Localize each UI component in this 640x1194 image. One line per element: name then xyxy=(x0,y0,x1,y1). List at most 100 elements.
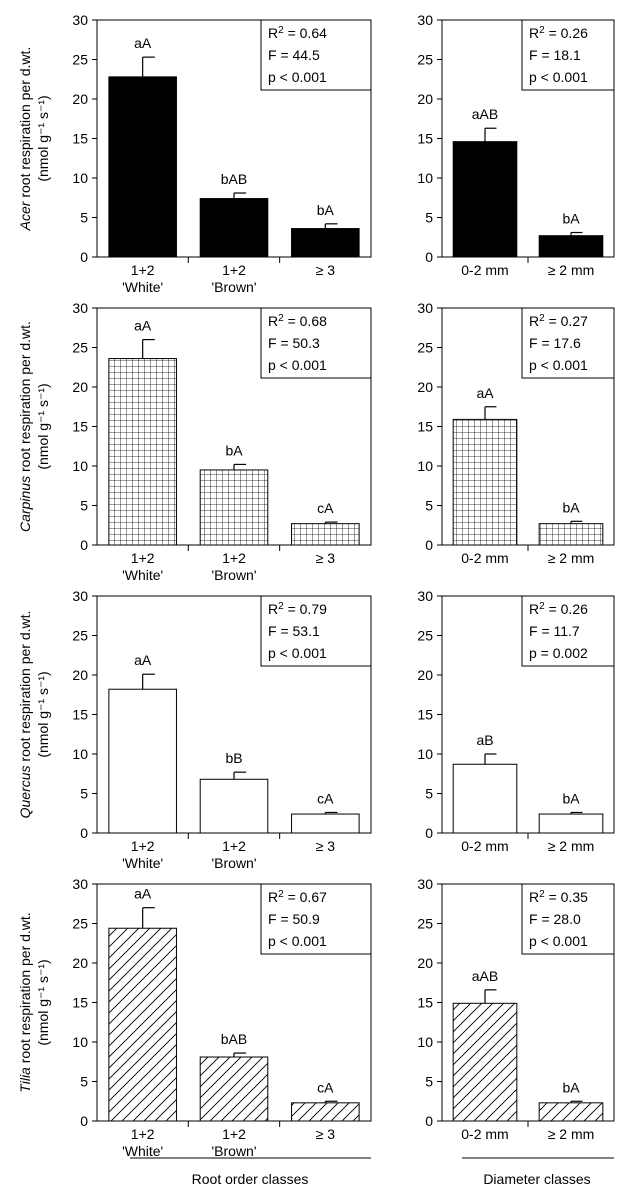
y-tick-label: 20 xyxy=(417,91,433,107)
y-tick-label: 30 xyxy=(417,588,433,604)
stats-line: R2 = 0.79 xyxy=(268,601,327,617)
y-tick-label: 30 xyxy=(72,876,88,892)
y-tick-label: 5 xyxy=(80,498,88,514)
stats-line: F = 50.9 xyxy=(268,911,320,927)
y-tick-label: 25 xyxy=(72,628,88,644)
y-tick-label: 30 xyxy=(417,12,433,28)
x-tick-label: 1+2 xyxy=(222,1126,246,1142)
y-axis-units: (nmol g⁻¹ s⁻¹) xyxy=(35,671,51,757)
y-tick-label: 15 xyxy=(417,419,433,435)
y-tick-label: 0 xyxy=(80,249,88,265)
stats-box xyxy=(521,307,615,379)
y-tick-label: 20 xyxy=(72,91,88,107)
bar xyxy=(199,778,269,834)
y-tick-label: 10 xyxy=(72,746,88,762)
x-tick-label: 0-2 mm xyxy=(461,262,508,278)
panel-carpinus-diameter: 0 5 10 15 20 25 30 aA 0-2 mm bA ≥ 2 mm R2 = 0.27 F =… xyxy=(417,300,615,566)
stats-line: R2 = 0.26 xyxy=(529,601,588,617)
stats-line: p = 0.002 xyxy=(529,645,588,661)
y-tick-label: 30 xyxy=(72,300,88,316)
bar xyxy=(538,1102,604,1122)
y-tick-label: 30 xyxy=(72,12,88,28)
stats-line: p < 0.001 xyxy=(268,645,327,661)
y-axis-units: (nmol g⁻¹ s⁻¹) xyxy=(35,95,51,181)
stats-line: F = 18.1 xyxy=(529,47,581,63)
x-tick-label: 'Brown' xyxy=(211,567,256,583)
y-tick-label: 5 xyxy=(80,786,88,802)
stats-line: R2 = 0.26 xyxy=(529,25,588,41)
y-tick-label: 25 xyxy=(72,52,88,68)
x-tick-label: 1+2 xyxy=(131,838,155,854)
stats-box xyxy=(260,307,372,379)
y-tick-label: 10 xyxy=(72,458,88,474)
y-tick-label: 25 xyxy=(417,52,433,68)
y-tick-label: 0 xyxy=(425,537,433,553)
stats-line: R2 = 0.35 xyxy=(529,889,588,905)
y-tick-label: 5 xyxy=(425,498,433,514)
significance-letter: cA xyxy=(317,790,334,806)
significance-letter: aA xyxy=(476,385,494,401)
significance-letter: aAB xyxy=(472,106,498,122)
bar xyxy=(452,418,518,546)
significance-letter: aA xyxy=(134,652,152,668)
y-tick-label: 10 xyxy=(417,458,433,474)
significance-letter: aA xyxy=(134,35,152,51)
bar xyxy=(108,688,177,834)
y-tick-label: 25 xyxy=(72,916,88,932)
stats-line: F = 17.6 xyxy=(529,335,581,351)
y-tick-label: 0 xyxy=(425,249,433,265)
bar xyxy=(199,1056,269,1122)
x-tick-label: ≥ 2 mm xyxy=(548,838,595,854)
stats-line: R2 = 0.68 xyxy=(268,313,327,329)
stats-box xyxy=(260,19,372,91)
y-axis-label: Tilia root respiration per d.wt. xyxy=(17,912,33,1092)
x-tick-label: ≥ 2 mm xyxy=(548,1126,595,1142)
y-axis-units: (nmol g⁻¹ s⁻¹) xyxy=(35,959,51,1045)
significance-letter: aB xyxy=(476,732,493,748)
y-tick-label: 15 xyxy=(72,707,88,723)
panel-tilia-diameter: 0 5 10 15 20 25 30 aAB 0-2 mm bA ≥ 2 mm R2 = 0.35 F … xyxy=(417,876,615,1142)
y-tick-label: 15 xyxy=(417,707,433,723)
stats-line: p < 0.001 xyxy=(529,69,588,85)
stats-box xyxy=(260,883,372,955)
stats-line: F = 11.7 xyxy=(529,623,580,639)
panel-quercus-root-order: 051015202530aA1+2'White'bB1+2'Brown'cA≥ … xyxy=(17,588,372,871)
bar xyxy=(291,813,360,834)
bar xyxy=(452,763,518,834)
stats-line: F = 53.1 xyxy=(268,623,320,639)
y-tick-label: 5 xyxy=(80,210,88,226)
y-tick-label: 5 xyxy=(425,1074,433,1090)
x-tick-label: ≥ 3 xyxy=(316,838,336,854)
y-tick-label: 20 xyxy=(72,955,88,971)
y-tick-label: 5 xyxy=(80,1074,88,1090)
bar xyxy=(108,358,177,546)
bar xyxy=(199,469,269,546)
stats-line: p < 0.001 xyxy=(268,69,327,85)
panel-tilia-root-order: 051015202530aA1+2'White'bAB1+2'Brown'cA≥… xyxy=(17,876,372,1159)
stats-box xyxy=(521,19,615,91)
stats-line: p < 0.001 xyxy=(529,933,588,949)
panel-quercus-diameter: 0 5 10 15 20 25 30 aB 0-2 mm bA ≥ 2 mm R2 = 0.26 F =… xyxy=(417,588,615,854)
bar xyxy=(538,813,604,834)
significance-letter: bA xyxy=(317,202,335,218)
bottom-label-right: Diameter classes xyxy=(483,1171,590,1187)
significance-letter: bA xyxy=(562,499,580,515)
stats-line: R2 = 0.67 xyxy=(268,889,327,905)
significance-letter: bB xyxy=(225,750,242,766)
panel-acer-root-order: 051015202530aA1+2'White'bAB1+2'Brown'bA≥… xyxy=(17,12,372,295)
significance-letter: aAB xyxy=(472,968,498,984)
y-tick-label: 5 xyxy=(425,786,433,802)
x-tick-label: ≥ 2 mm xyxy=(548,262,595,278)
x-tick-label: ≥ 2 mm xyxy=(548,550,595,566)
x-tick-label: 'Brown' xyxy=(211,855,256,871)
significance-letter: aA xyxy=(134,318,152,334)
x-tick-label: 'White' xyxy=(122,1143,163,1159)
y-tick-label: 30 xyxy=(72,588,88,604)
significance-letter: bA xyxy=(225,442,243,458)
y-tick-label: 0 xyxy=(425,1113,433,1129)
x-tick-label: ≥ 3 xyxy=(316,262,336,278)
stats-line: F = 50.3 xyxy=(268,335,320,351)
y-tick-label: 25 xyxy=(417,628,433,644)
x-tick-label: 'White' xyxy=(122,279,163,295)
y-tick-label: 25 xyxy=(72,340,88,356)
